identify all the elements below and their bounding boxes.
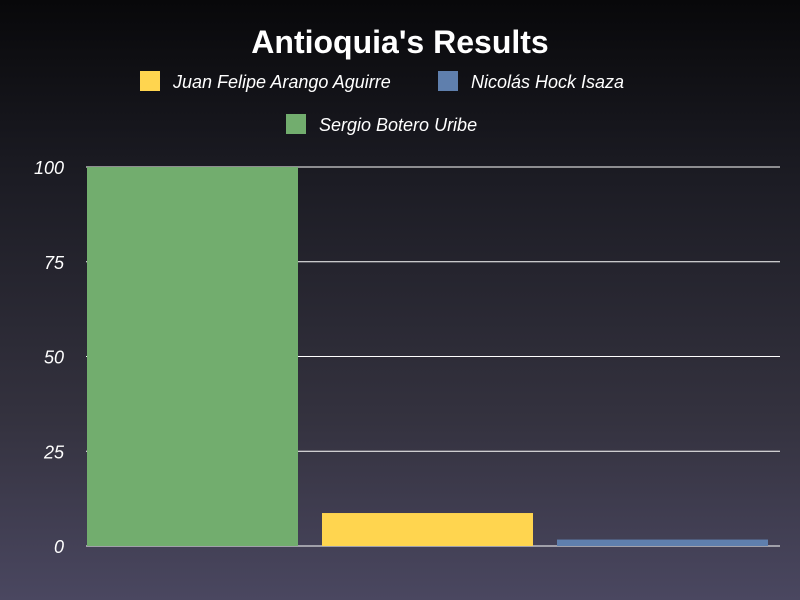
bar-nicolas [557, 539, 768, 546]
y-tick-label-100: 100 [34, 158, 64, 178]
y-tick-label-50: 50 [44, 348, 64, 368]
legend-swatch-juan-felipe [140, 71, 160, 91]
y-tick-label-0: 0 [54, 537, 64, 557]
chart-title: Antioquia's Results [251, 24, 548, 60]
legend-label-sergio: Sergio Botero Uribe [319, 115, 477, 135]
legend-swatch-nicolas [438, 71, 458, 91]
bar-sergio [87, 167, 298, 546]
legend-swatch-sergio [286, 114, 306, 134]
y-tick-label-25: 25 [43, 442, 65, 462]
bars [87, 167, 768, 546]
legend-label-juan-felipe: Juan Felipe Arango Aguirre [172, 72, 391, 92]
legend: Juan Felipe Arango Aguirre Nicolás Hock … [140, 71, 624, 135]
y-axis-ticks: 0 25 50 75 100 [34, 158, 65, 557]
legend-label-nicolas: Nicolás Hock Isaza [471, 72, 624, 92]
bar-juan-felipe [322, 513, 533, 546]
y-tick-label-75: 75 [44, 253, 65, 273]
